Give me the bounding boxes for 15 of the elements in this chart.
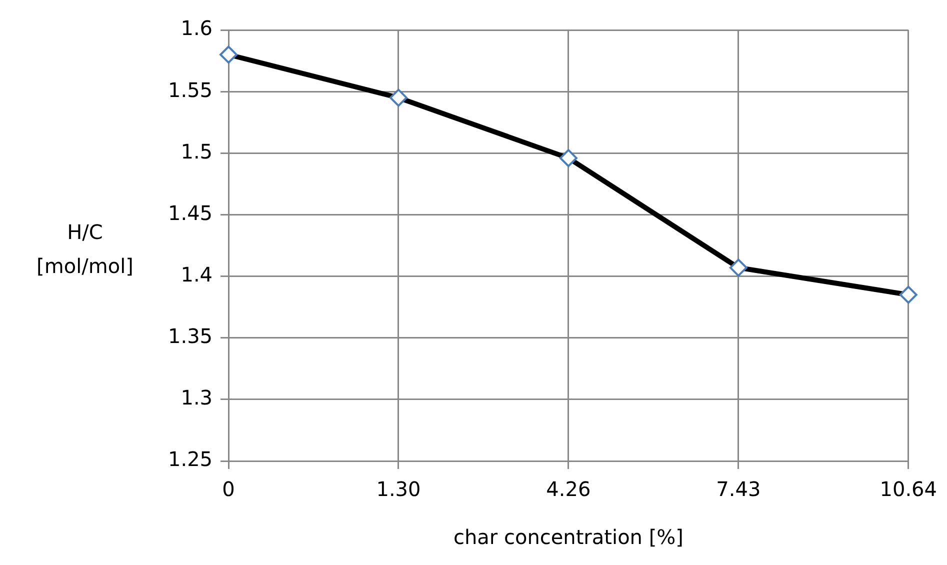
x-tick-label: 10.64 xyxy=(880,477,938,502)
x-tick-label: 7.43 xyxy=(716,477,761,502)
y-tick-label: 1.45 xyxy=(168,200,213,225)
y-tick-label: 1.6 xyxy=(180,16,213,40)
x-tick-label: 4.26 xyxy=(546,477,591,502)
x-tick-label: 1.30 xyxy=(376,477,421,502)
x-tick-label: 0 xyxy=(222,477,235,502)
y-tick-label: 1.35 xyxy=(168,324,213,348)
y-tick-label: 1.25 xyxy=(168,447,213,472)
y-tick-label: 1.4 xyxy=(180,262,213,286)
y-tick-label: 1.3 xyxy=(180,386,213,410)
y-axis-title: H/C [mol/mol] xyxy=(36,219,134,280)
y-tick-label: 1.5 xyxy=(180,139,213,164)
x-axis-title: char concentration [%] xyxy=(453,525,684,550)
y-tick-label: 1.55 xyxy=(168,78,213,102)
